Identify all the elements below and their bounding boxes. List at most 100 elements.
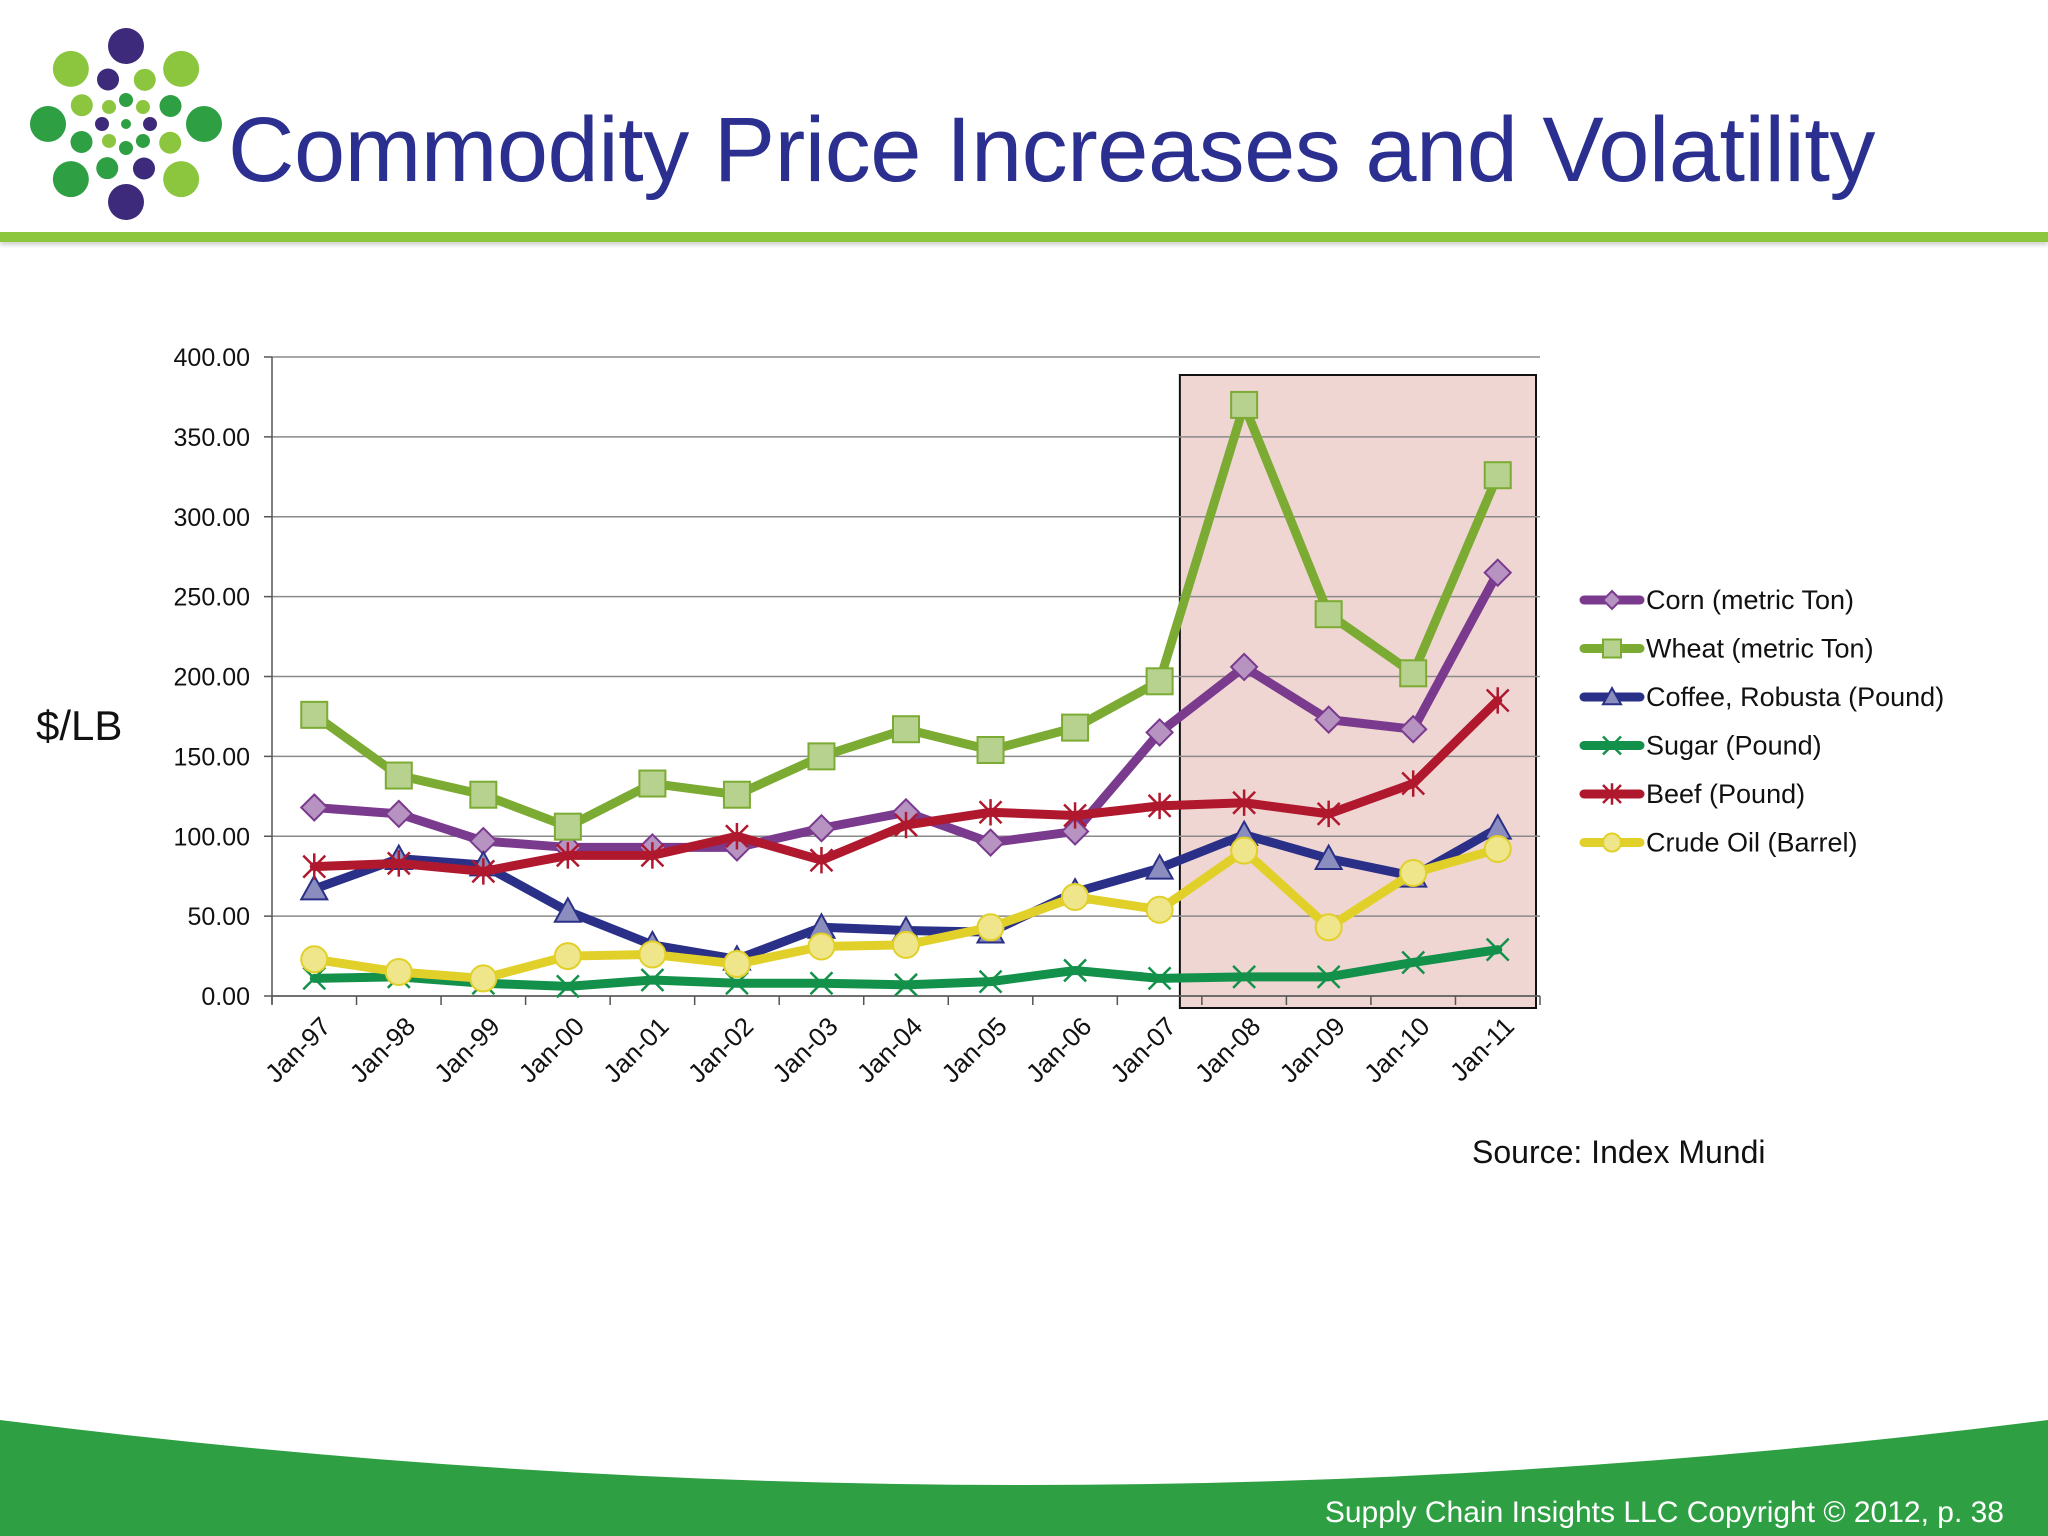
series-group xyxy=(300,390,1512,841)
data-point xyxy=(725,823,749,850)
page-title: Commodity Price Increases and Volatility xyxy=(228,99,1875,201)
data-point xyxy=(384,799,414,829)
data-point xyxy=(553,942,582,971)
data-point xyxy=(1230,390,1259,419)
x-tick-label: Jan-98 xyxy=(344,1011,421,1088)
y-tick-label: 300.00 xyxy=(174,504,250,532)
data-point xyxy=(384,958,413,987)
x-tick-label: Jan-05 xyxy=(935,1011,1012,1088)
x-tick-label: Jan-99 xyxy=(428,1011,505,1088)
data-point xyxy=(978,799,1003,826)
legend-label: Coffee, Robusta (Pound) xyxy=(1646,682,1944,712)
data-point xyxy=(1232,789,1257,816)
x-tick-label: Jan-00 xyxy=(513,1011,590,1088)
y-tick-label: 150.00 xyxy=(174,743,250,771)
legend-item: Wheat (metric Ton) xyxy=(1579,634,1874,664)
data-point xyxy=(1145,667,1174,696)
y-tick-label: 250.00 xyxy=(174,584,250,612)
data-point xyxy=(386,850,411,877)
x-tick-label: Jan-10 xyxy=(1358,1011,1435,1088)
series-group xyxy=(300,835,1512,993)
data-point xyxy=(1145,717,1175,747)
legend-label: Beef (Pound) xyxy=(1646,779,1805,809)
data-point xyxy=(1485,937,1510,962)
data-point xyxy=(892,715,920,744)
data-point xyxy=(1063,802,1087,829)
highlight-region xyxy=(1178,374,1538,1009)
data-point xyxy=(807,932,836,961)
data-point xyxy=(1230,836,1259,865)
data-point xyxy=(1314,913,1343,942)
legend-marker xyxy=(1602,832,1622,853)
source-note: Source: Index Mundi xyxy=(1472,1134,1766,1170)
x-tick-label: Jan-08 xyxy=(1189,1011,1266,1088)
data-point xyxy=(300,700,329,729)
y-tick-label: 100.00 xyxy=(174,823,250,851)
data-point xyxy=(1316,964,1341,989)
data-point xyxy=(638,940,667,969)
series-group xyxy=(302,687,1510,885)
x-tick-label: Jan-01 xyxy=(597,1011,674,1088)
data-point xyxy=(722,780,751,809)
data-point xyxy=(1229,652,1259,682)
data-point xyxy=(555,842,580,869)
data-point xyxy=(1483,558,1513,588)
data-point xyxy=(1483,461,1512,490)
data-point xyxy=(976,913,1005,942)
data-point xyxy=(640,968,665,992)
data-point xyxy=(976,828,1005,858)
data-point xyxy=(807,813,836,843)
data-point xyxy=(1483,835,1512,864)
data-point xyxy=(1060,817,1090,846)
legend-item: Corn (metric Ton) xyxy=(1579,585,1854,615)
legend-marker xyxy=(1601,589,1623,611)
series-group xyxy=(302,937,1510,999)
data-point xyxy=(553,896,583,923)
dots-burst-logo-icon xyxy=(30,28,222,220)
data-point xyxy=(302,853,327,880)
data-point xyxy=(555,974,580,999)
x-tick-label: Jan-07 xyxy=(1104,1011,1181,1088)
data-point xyxy=(892,930,920,959)
data-point xyxy=(978,969,1003,994)
data-point xyxy=(807,742,836,771)
data-point xyxy=(640,842,665,869)
data-point xyxy=(1147,792,1172,820)
x-tick-label: Jan-11 xyxy=(1444,1011,1520,1087)
legend-item: Sugar (Pound) xyxy=(1579,731,1822,761)
legend-marker xyxy=(1602,735,1622,756)
data-point xyxy=(471,858,496,885)
footer-copyright: Supply Chain Insights LLC Copyright © 20… xyxy=(1324,1496,2004,1529)
data-point xyxy=(1485,687,1510,714)
legend-label: Corn (metric Ton) xyxy=(1646,585,1854,615)
y-axis-label: $/LB xyxy=(36,702,123,749)
data-point xyxy=(894,972,918,997)
data-point xyxy=(1399,858,1428,887)
y-tick-label: 400.00 xyxy=(174,344,250,372)
legend-label: Sugar (Pound) xyxy=(1646,731,1822,761)
legend-marker xyxy=(1602,783,1622,805)
data-point xyxy=(1232,964,1257,989)
data-point xyxy=(1061,882,1090,911)
data-point xyxy=(299,793,329,822)
x-tick-label: Jan-97 xyxy=(259,1011,336,1088)
data-point xyxy=(809,847,834,874)
y-tick-label: 200.00 xyxy=(174,664,250,692)
data-point xyxy=(1398,714,1428,744)
legend-label: Wheat (metric Ton) xyxy=(1646,634,1874,664)
legend-marker xyxy=(1602,638,1622,659)
legend-item: Coffee, Robusta (Pound) xyxy=(1579,682,1944,712)
legend-label: Crude Oil (Barrel) xyxy=(1646,828,1858,858)
data-point xyxy=(894,811,918,839)
y-tick-label: 50.00 xyxy=(187,903,250,931)
line-chart: 0.00 50.00 100.00 150.00 200.00 250.00 300.00 3… xyxy=(174,344,1945,1088)
data-point xyxy=(976,735,1005,764)
footer-band xyxy=(0,1420,2048,1536)
legend-marker xyxy=(1601,685,1623,706)
data-point xyxy=(469,964,498,993)
data-point xyxy=(300,945,329,974)
data-point xyxy=(1399,659,1428,688)
data-point xyxy=(1063,958,1087,983)
data-point xyxy=(1314,600,1343,629)
data-point xyxy=(1147,966,1172,991)
